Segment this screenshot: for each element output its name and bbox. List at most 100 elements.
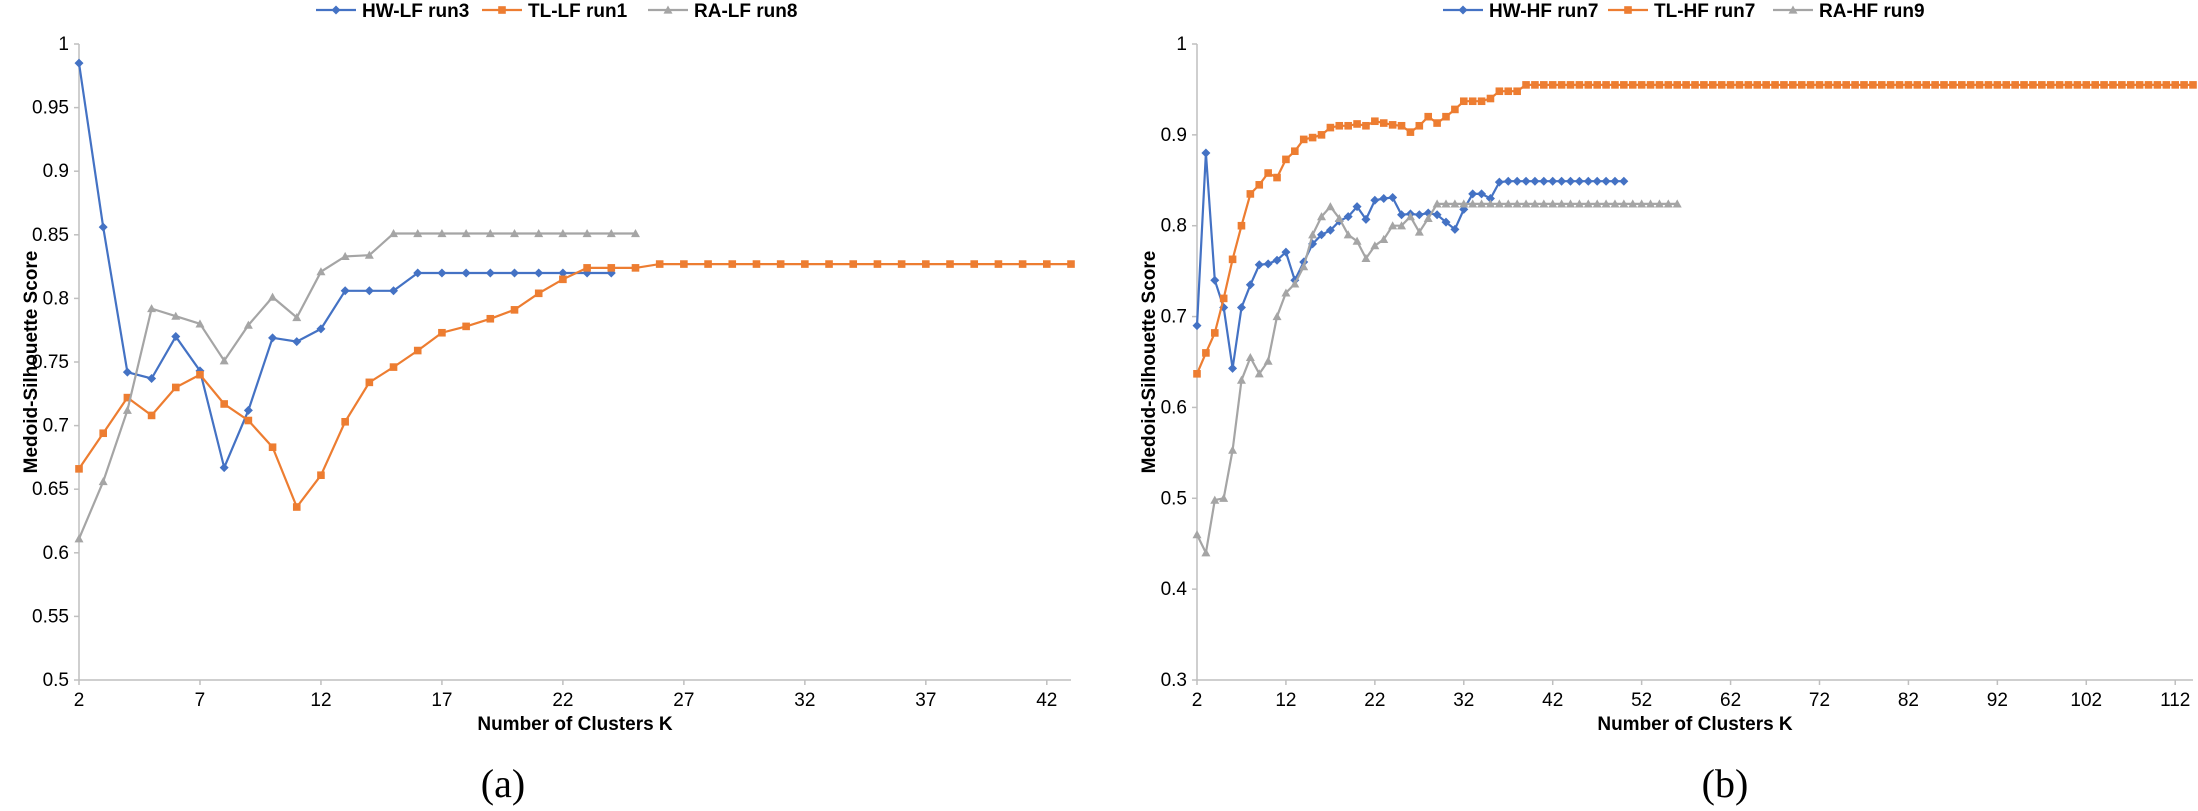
data-point: [1780, 81, 1788, 89]
legend: HW-LF run3 TL-LF run1 RA-LF run8: [316, 1, 797, 22]
data-point: [1601, 199, 1611, 208]
data-point: [1485, 193, 1495, 203]
y-tick-label: 1: [1176, 34, 1187, 55]
data-point: [946, 260, 954, 268]
y-tick-label: 0.7: [43, 416, 69, 437]
data-point: [1388, 193, 1398, 203]
data-point: [122, 405, 132, 414]
legend-marker: [663, 5, 673, 14]
data-point: [171, 332, 181, 342]
data-point: [1405, 212, 1415, 221]
legend-label: HW-LF run3: [362, 1, 469, 22]
series-tl-hf-run7: [1193, 81, 2197, 378]
data-point: [2038, 81, 2046, 89]
data-point: [122, 367, 132, 377]
legend-item: TL-HF run7: [1608, 1, 1755, 22]
legend-marker: [498, 6, 506, 14]
data-point: [1993, 81, 2002, 89]
data-point: [2153, 81, 2162, 89]
data-point: [486, 314, 495, 323]
x-tick-label: 27: [673, 690, 694, 711]
data-point: [1860, 81, 1868, 89]
data-point: [1637, 199, 1647, 208]
data-point: [2144, 81, 2153, 89]
data-point: [1654, 199, 1664, 208]
data-point: [1379, 234, 1389, 243]
data-point: [1317, 230, 1326, 240]
data-point: [1566, 176, 1575, 186]
x-tick-label: 82: [1898, 690, 1919, 711]
data-point: [1592, 176, 1602, 186]
data-point: [1388, 121, 1397, 129]
data-point: [1299, 262, 1309, 271]
data-point: [534, 268, 544, 278]
data-point: [1361, 253, 1371, 263]
data-point: [1512, 176, 1522, 186]
data-point: [1245, 352, 1255, 362]
legend-item: HW-HF run7: [1443, 1, 1598, 22]
data-point: [1611, 81, 1619, 89]
data-point: [1272, 312, 1282, 321]
data-point: [1672, 199, 1682, 208]
data-point: [1566, 199, 1575, 208]
data-point: [1450, 199, 1460, 208]
data-point: [1485, 199, 1495, 208]
data-point: [1922, 81, 1931, 89]
data-point: [389, 229, 399, 238]
data-point: [1219, 493, 1229, 502]
data-point: [1290, 279, 1300, 288]
data-point: [2135, 81, 2144, 89]
data-point: [1415, 121, 1424, 130]
data-point: [1317, 212, 1326, 221]
data-point: [1423, 213, 1433, 223]
data-point: [776, 260, 785, 268]
data-point: [1317, 131, 1326, 139]
y-tick-label: 0.7: [1161, 307, 1187, 328]
data-point: [147, 304, 157, 313]
data-point: [1272, 255, 1282, 265]
data-point: [704, 260, 712, 268]
y-tick-label: 0.65: [32, 479, 69, 500]
data-point: [1362, 121, 1370, 130]
data-point: [1459, 199, 1469, 208]
data-point: [1325, 225, 1335, 235]
data-point: [1708, 81, 1717, 89]
data-point: [1228, 255, 1237, 264]
x-tick-label: 42: [1542, 690, 1563, 711]
data-point: [849, 260, 858, 268]
data-point: [1432, 210, 1442, 220]
data-point: [365, 378, 374, 387]
data-point: [1619, 199, 1629, 208]
data-point: [1299, 135, 1308, 144]
y-tick-label: 0.6: [1161, 397, 1187, 418]
data-point: [1414, 227, 1424, 236]
data-point: [1530, 176, 1540, 186]
data-point: [1441, 217, 1451, 227]
x-tick-label: 32: [794, 690, 815, 711]
chart-panel-a: 0.5 0.55 0.6 0.65 0.7 0.75 0.8 0.85 0.9 0.95 1 2 7 12…: [21, 1, 1075, 806]
data-point: [243, 405, 253, 415]
data-point: [1735, 81, 1744, 89]
data-point: [1353, 120, 1361, 128]
data-point: [897, 260, 906, 268]
data-point: [1254, 369, 1264, 378]
data-point: [1531, 81, 1539, 89]
data-point: [1975, 81, 1984, 89]
data-point: [413, 346, 422, 355]
data-point: [510, 306, 519, 314]
data-point: [2029, 81, 2037, 89]
data-point: [1264, 169, 1272, 177]
data-point: [364, 286, 374, 296]
y-tick-label: 1: [58, 34, 69, 55]
data-point: [1273, 173, 1281, 182]
data-point: [1628, 199, 1638, 208]
data-point: [510, 229, 520, 238]
data-point: [1335, 121, 1344, 130]
data-point: [1379, 193, 1389, 203]
data-point: [1282, 155, 1290, 164]
data-point: [1210, 329, 1219, 337]
data-point: [1219, 294, 1228, 303]
x-tick-label: 52: [1631, 690, 1652, 711]
data-point: [1236, 375, 1246, 384]
data-point: [1949, 81, 1957, 89]
